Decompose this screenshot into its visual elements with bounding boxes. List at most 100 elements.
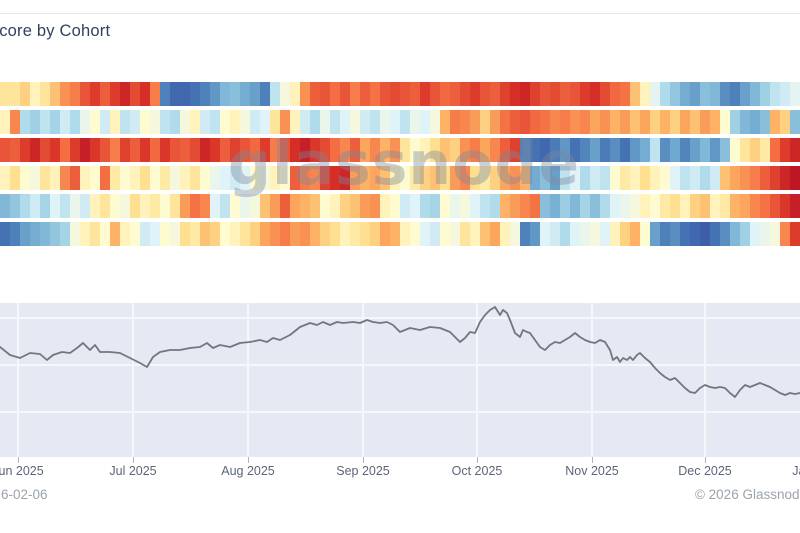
heatmap-cell [410,194,420,218]
heatmap-cell [360,222,370,246]
heatmap-cell [620,82,630,106]
heatmap-cell [760,110,770,134]
heatmap-cell [380,194,390,218]
heatmap-cell [380,222,390,246]
heatmap-cell [30,222,40,246]
heatmap-cell [0,166,10,190]
heatmap-cell [100,110,110,134]
heatmap-cell [740,110,750,134]
heatmap-cell [450,166,460,190]
heatmap-cell [440,110,450,134]
heatmap-cell [400,110,410,134]
heatmap-cell [410,110,420,134]
heatmap-cell [630,166,640,190]
heatmap-cell [670,222,680,246]
heatmap-cell [290,110,300,134]
heatmap-cell [790,166,800,190]
heatmap-cell [160,166,170,190]
heatmap-cell [610,138,620,162]
heatmap-cell [350,166,360,190]
heatmap-cell [570,166,580,190]
heatmap-cell [360,166,370,190]
heatmap-cell [130,166,140,190]
price-chart[interactable]: glassnode [0,303,800,457]
heatmap-cell [750,82,760,106]
heatmap-cell [590,222,600,246]
heatmap-cell [470,222,480,246]
heatmap-cell [70,110,80,134]
heatmap-cell [150,166,160,190]
heatmap-cell [280,194,290,218]
heatmap-cell [730,138,740,162]
heatmap-cell [210,138,220,162]
heatmap-cell [210,82,220,106]
heatmap-cell [310,82,320,106]
heatmap-cell [490,138,500,162]
heatmap-cell [210,222,220,246]
heatmap-cell [90,82,100,106]
heatmap-cell [550,166,560,190]
heatmap-cell [700,110,710,134]
heatmap-cell [650,194,660,218]
heatmap-cell [310,194,320,218]
heatmap-cell [490,82,500,106]
heatmap-cell [520,194,530,218]
heatmap-cell [190,222,200,246]
heatmap-cell [160,110,170,134]
heatmap-cell [700,194,710,218]
heatmap-cell [570,194,580,218]
heatmap-cell [440,194,450,218]
heatmap-cell [240,82,250,106]
heatmap-cell [40,166,50,190]
heatmap-cell [610,222,620,246]
heatmap-cell [580,82,590,106]
heatmap-cell [730,110,740,134]
heatmap-cell [370,138,380,162]
heatmap-cell [720,194,730,218]
heatmap-cell [10,194,20,218]
heatmap-cell [600,194,610,218]
heatmap-cell [220,110,230,134]
heatmap-cell [450,222,460,246]
heatmap-cell [700,166,710,190]
heatmap-cell [140,166,150,190]
heatmap-cell [550,82,560,106]
heatmap-cell [740,138,750,162]
heatmap-cell [200,110,210,134]
heatmap-cell [260,138,270,162]
heatmap-cell [80,222,90,246]
heatmap-cell [170,82,180,106]
heatmap-cell [160,138,170,162]
heatmap-cell [730,166,740,190]
heatmap-cell [410,222,420,246]
heatmap-cell [440,82,450,106]
heatmap-cell [350,194,360,218]
heatmap-cell [400,82,410,106]
heatmap-cell [590,194,600,218]
heatmap-cell [150,222,160,246]
heatmap-cell [260,82,270,106]
heatmap-cell [10,166,20,190]
accumulation-heatmap[interactable] [0,82,800,246]
heatmap-cell [580,166,590,190]
heatmap-cell [50,166,60,190]
heatmap-cell [730,222,740,246]
heatmap-cell [670,110,680,134]
heatmap-cell [390,110,400,134]
heatmap-cell [90,194,100,218]
heatmap-cell [660,138,670,162]
heatmap-cell [60,138,70,162]
heatmap-cell [710,138,720,162]
heatmap-cell [130,138,140,162]
heatmap-cell [750,166,760,190]
heatmap-cell [260,194,270,218]
heatmap-cell [370,222,380,246]
heatmap-cell [550,194,560,218]
heatmap-cell [560,194,570,218]
heatmap-cell [520,82,530,106]
heatmap-cell [230,82,240,106]
heatmap-cell [380,82,390,106]
heatmap-cell [680,222,690,246]
heatmap-cell [20,194,30,218]
heatmap-cell [40,138,50,162]
